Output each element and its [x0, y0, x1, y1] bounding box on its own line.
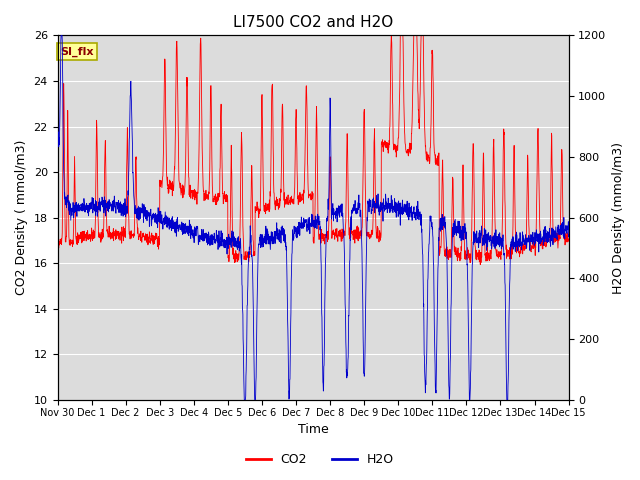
Y-axis label: CO2 Density ( mmol/m3): CO2 Density ( mmol/m3) [15, 140, 28, 295]
Title: LI7500 CO2 and H2O: LI7500 CO2 and H2O [233, 15, 393, 30]
X-axis label: Time: Time [298, 423, 328, 436]
Legend: CO2, H2O: CO2, H2O [241, 448, 399, 471]
Y-axis label: H2O Density (mmol/m3): H2O Density (mmol/m3) [612, 142, 625, 294]
Text: SI_flx: SI_flx [60, 46, 93, 57]
